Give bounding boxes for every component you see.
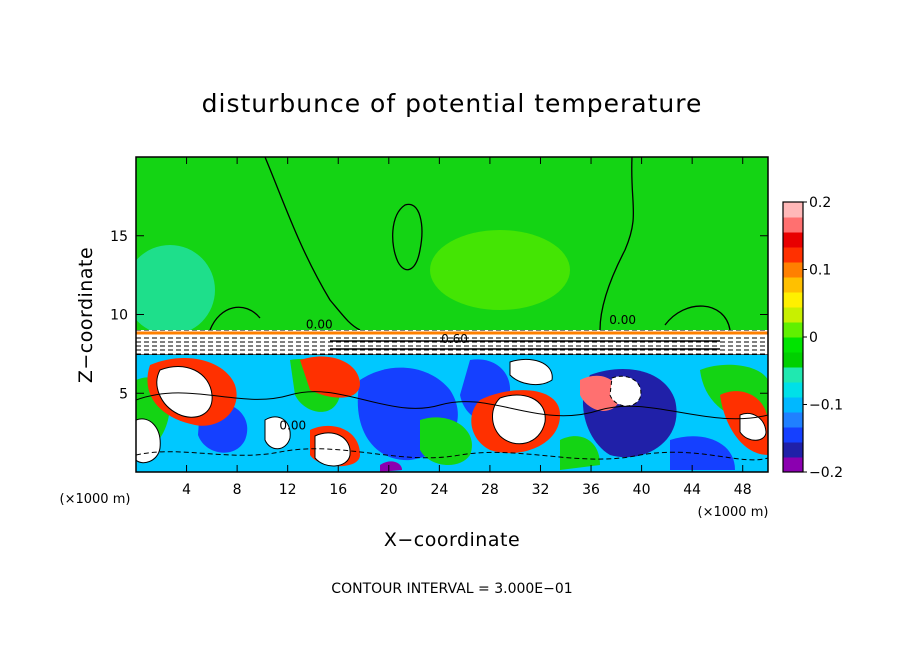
x-tick-label: 8 (233, 482, 242, 498)
colorbar-segment (783, 247, 803, 263)
contour-label: 0.00 (609, 313, 636, 327)
colorbar-segment (783, 397, 803, 413)
stratosphere-contour-1 (264, 157, 361, 331)
white-region-8 (264, 416, 291, 450)
cool-patch-left (136, 245, 215, 335)
y-tick-label: 5 (119, 386, 128, 402)
stratosphere-contour-2 (599, 157, 635, 331)
x-tick-label: 32 (532, 482, 550, 498)
contour-label: 0.00 (306, 318, 333, 332)
contour-labels: 0.00 0.60 0.00 0.00 (279, 313, 636, 433)
x-axis: 4 8 12 16 20 24 28 32 36 40 44 48 (182, 157, 752, 498)
contour-label: 0.60 (441, 332, 468, 346)
colorbar-segment (783, 382, 803, 398)
colorbar-tick-label: −0.2 (809, 465, 843, 481)
colorbar-segment (783, 232, 803, 248)
x-tick-label: 24 (430, 482, 448, 498)
white-region-7 (509, 358, 553, 386)
colorbar-segment (783, 217, 803, 233)
colorbar-tick-label: 0.1 (809, 263, 831, 279)
colorbar-segment (783, 292, 803, 308)
colorbar-segment (783, 337, 803, 353)
colorbar-segment (783, 412, 803, 428)
colorbar-segment (783, 427, 803, 443)
warm-region-2 (300, 356, 360, 398)
purple-spot (380, 461, 402, 472)
white-region-5 (136, 418, 161, 464)
contour-label: 0.00 (279, 418, 306, 432)
x-tick-label: 12 (279, 482, 297, 498)
white-region-6 (739, 413, 767, 441)
warm-region-5 (580, 375, 620, 411)
boundary-contour-2 (136, 448, 768, 461)
x-tick-label: 44 (683, 482, 701, 498)
colorbar-tick-label: −0.1 (809, 398, 843, 414)
colorbar-tick-label: 0.2 (809, 195, 831, 211)
colorbar-segment (783, 307, 803, 323)
white-region-3 (492, 394, 546, 445)
green-region-5 (560, 436, 600, 470)
colorbar (783, 202, 803, 473)
boundary-contour-1 (136, 391, 768, 420)
blue-region-4 (670, 436, 735, 470)
colorbar-segment (783, 442, 803, 458)
contour-interval-note: CONTOUR INTERVAL = 3.000E−01 (331, 581, 572, 597)
stratosphere-contour-3 (392, 203, 423, 271)
white-region-4 (609, 375, 642, 407)
chart-title: disturbunce of potential temperature (202, 89, 703, 118)
colorbar-segment (783, 262, 803, 278)
y-axis: 5 10 15 (110, 229, 768, 402)
green-region-2 (420, 417, 472, 466)
x-axis-title: X−coordinate (384, 529, 520, 551)
stratosphere-contour-4 (209, 305, 731, 331)
x-tick-label: 20 (380, 482, 398, 498)
y-axis-title: Z−coordinate (75, 247, 97, 383)
plot-area (136, 157, 768, 472)
x-tick-label: 4 (182, 482, 191, 498)
y-tick-label: 10 (110, 308, 128, 324)
x-tick-label: 28 (481, 482, 499, 498)
y-tick-label: 15 (110, 229, 128, 245)
warm-patch-mid (430, 230, 570, 310)
x-unit-left: (×1000 m) (60, 492, 131, 507)
colorbar-ticks: 0.2 0.1 0 −0.1 −0.2 (803, 195, 843, 481)
x-tick-label: 36 (582, 482, 600, 498)
colorbar-segment (783, 322, 803, 338)
colorbar-segment (783, 277, 803, 293)
x-unit-right: (×1000 m) (698, 505, 769, 520)
colorbar-segment (783, 457, 803, 473)
white-region-1 (156, 365, 213, 418)
x-tick-label: 40 (633, 482, 651, 498)
colorbar-segment (783, 367, 803, 383)
x-tick-label: 48 (734, 482, 752, 498)
colorbar-segment (783, 202, 803, 218)
colorbar-tick-label: 0 (809, 330, 818, 346)
white-region-2 (314, 432, 351, 467)
colorbar-segment (783, 352, 803, 368)
x-tick-label: 16 (329, 482, 347, 498)
